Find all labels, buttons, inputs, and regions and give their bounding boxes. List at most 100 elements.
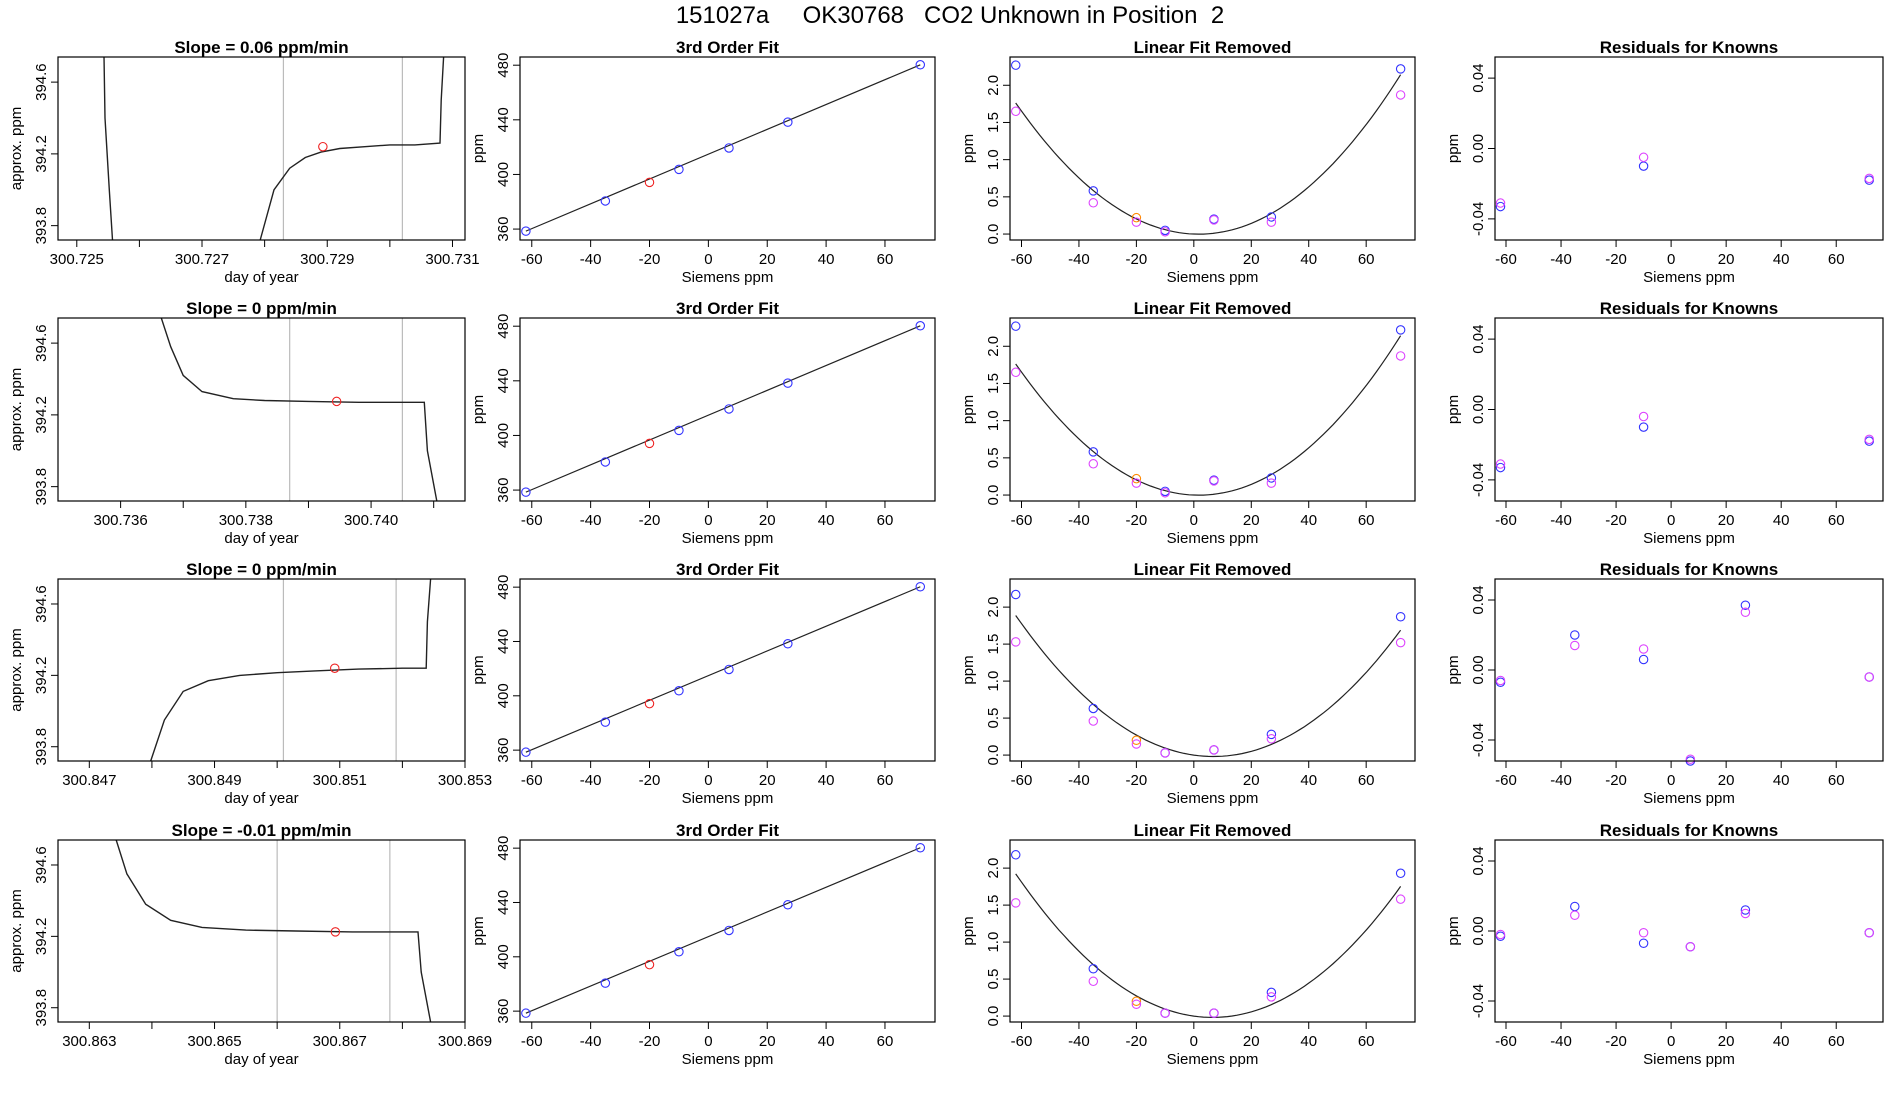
x-tick-label: -60	[521, 512, 543, 529]
plot-frame	[519, 839, 936, 1023]
y-tick-label: 393.8	[33, 207, 50, 245]
data-point	[1088, 447, 1099, 457]
panel-title: Slope = 0 ppm/min	[186, 299, 337, 318]
y-tick-label: 0.04	[1470, 64, 1487, 93]
y-tick-label: -0.04	[1470, 984, 1487, 1018]
data-point	[1864, 927, 1874, 938]
data-point	[1131, 217, 1142, 227]
x-tick-label: 40	[1300, 772, 1317, 789]
panel-title: Slope = -0.01 ppm/min	[172, 821, 352, 840]
data-point	[1010, 367, 1021, 378]
data-point	[1495, 198, 1506, 208]
panel-1-4: 300.863 300.865 300.867 300.869 393.8 394.2 39…	[8, 821, 492, 1068]
y-axis-label: ppm	[470, 134, 487, 163]
data-point	[1010, 850, 1021, 860]
x-tick-label: 0	[1190, 1033, 1198, 1050]
data-point	[1010, 637, 1021, 647]
x-axis-label: Siemens ppm	[1167, 269, 1259, 286]
plot-frame	[1494, 578, 1884, 762]
x-axis-label: Siemens ppm	[1167, 1051, 1259, 1068]
panel-4-2: -60 -40 -20 0 20 40 60 -0.04 0.00 0.04 Residuals f…	[1445, 299, 1884, 547]
data-point	[600, 196, 611, 206]
y-tick-label: 394.6	[33, 324, 50, 362]
x-tick-label: 20	[1243, 251, 1260, 268]
panel-1-2: 300.736 300.738 300.740 393.8 394.2 394.6 Slop…	[8, 299, 466, 547]
data-point	[1395, 90, 1406, 100]
y-tick-label: 1.0	[985, 932, 1002, 953]
x-tick-label: 300.853	[438, 772, 492, 789]
unknown-point	[330, 927, 341, 937]
y-axis-label: ppm	[1445, 395, 1462, 424]
data-point	[1864, 434, 1874, 445]
y-tick-label: 0.04	[1470, 846, 1487, 875]
plot-frame	[1494, 56, 1884, 241]
data-point	[1088, 198, 1099, 208]
y-tick-label: 2.0	[985, 858, 1002, 879]
x-tick-label: 20	[1243, 1033, 1260, 1050]
data-point	[1638, 938, 1649, 948]
data-point	[724, 143, 734, 153]
data-point	[1131, 212, 1142, 223]
data-point	[1209, 215, 1219, 225]
x-tick-label: 0	[704, 512, 712, 529]
panel-title: Linear Fit Removed	[1134, 38, 1292, 57]
x-axis-label: day of year	[224, 1051, 298, 1068]
panel-1-3: 300.847 300.849 300.851 300.853 393.8 394.2 39…	[8, 560, 492, 807]
x-tick-label: -60	[1495, 1033, 1517, 1050]
x-axis-label: day of year	[224, 269, 298, 286]
data-point	[521, 487, 531, 497]
data-point	[1266, 729, 1277, 740]
x-axis-label: Siemens ppm	[1167, 790, 1259, 807]
x-tick-label: -20	[639, 1033, 661, 1050]
data-point	[600, 717, 611, 727]
x-tick-label: 300.849	[187, 772, 241, 789]
y-axis-label: ppm	[470, 916, 487, 945]
plot-frame	[57, 317, 466, 502]
x-tick-label: 40	[818, 512, 835, 529]
x-tick-label: -20	[1605, 772, 1627, 789]
y-tick-label: 360	[495, 999, 512, 1024]
y-tick-label: 394.2	[33, 135, 50, 173]
plot-frame	[1009, 317, 1416, 502]
data-point	[1010, 321, 1021, 331]
y-axis-label: approx. ppm	[8, 107, 25, 190]
data-point	[1010, 106, 1021, 117]
x-tick-label: -40	[580, 1033, 602, 1050]
y-tick-label: 400	[495, 683, 512, 708]
x-tick-label: -20	[1126, 512, 1148, 529]
plot-frame	[57, 56, 466, 241]
y-tick-label: 0.04	[1470, 325, 1487, 354]
panel-2-4: -60 -40 -20 0 20 40 60 360 400 440 480 3rd Order Fi…	[470, 821, 936, 1068]
figure-title: 151027a OK30768 CO2 Unknown in Position …	[675, 2, 1225, 29]
fit-curve	[1015, 615, 1402, 758]
y-tick-label: 1.5	[985, 895, 1002, 916]
data-point	[783, 639, 793, 649]
panel-4-4: -60 -40 -20 0 20 40 60 -0.04 0.00 0.04 Residuals f…	[1445, 821, 1884, 1068]
y-axis-label: approx. ppm	[8, 889, 25, 972]
data-point	[1495, 929, 1506, 940]
plot-frame	[1009, 578, 1416, 762]
data-point	[915, 842, 926, 853]
data-series-line	[103, 57, 114, 240]
y-tick-label: 400	[495, 944, 512, 969]
data-point	[644, 698, 655, 709]
data-point	[521, 226, 531, 236]
x-tick-label: 0	[1667, 251, 1675, 268]
data-point	[1395, 637, 1406, 648]
x-tick-label: 20	[1243, 772, 1260, 789]
x-tick-label: 60	[1358, 1033, 1375, 1050]
panel-title: Slope = 0.06 ppm/min	[174, 38, 348, 57]
data-point	[1209, 476, 1219, 486]
y-tick-label: 394.6	[33, 846, 50, 884]
x-tick-label: 60	[1358, 772, 1375, 789]
y-tick-label: 0.0	[985, 224, 1002, 245]
x-tick-label: 300.736	[93, 512, 147, 529]
x-axis-label: Siemens ppm	[682, 530, 774, 547]
x-axis-label: Siemens ppm	[1643, 530, 1735, 547]
data-point	[1088, 976, 1099, 987]
x-tick-label: 300.865	[187, 1033, 241, 1050]
data-point	[1088, 703, 1099, 714]
y-tick-label: 0.00	[1470, 916, 1487, 945]
data-point	[1495, 201, 1506, 212]
x-tick-label: 20	[759, 1033, 776, 1050]
